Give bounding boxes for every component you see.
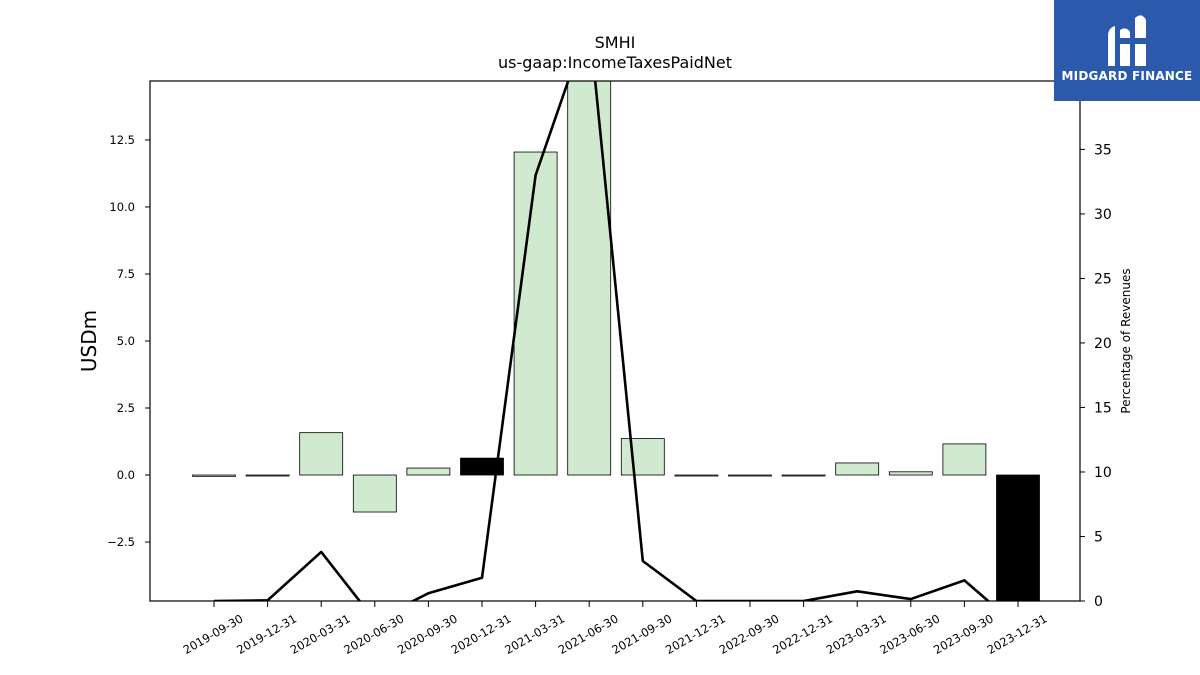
bar-2022-09-30 <box>728 474 772 477</box>
y-tick-label: 7.5 <box>117 267 135 281</box>
bar-2020-12-31 <box>460 457 504 476</box>
y2-tick-label: 35 <box>1094 142 1112 158</box>
x-axis: 2019-09-302019-12-312020-03-312020-06-30… <box>181 601 1050 657</box>
brand-logo: MIDGARD FINANCE <box>1054 0 1200 101</box>
x-tick-label: 2020-06-30 <box>341 611 406 657</box>
bar-2023-03-31 <box>835 462 880 476</box>
bar-2021-12-31 <box>674 474 719 477</box>
x-tick-label: 2021-09-30 <box>609 611 674 657</box>
y-tick-label: −2.5 <box>107 535 135 549</box>
y-tick-label: 10.0 <box>109 200 135 214</box>
bar-2020-09-30 <box>406 467 451 476</box>
y2-tick-label: 30 <box>1094 207 1112 223</box>
x-tick-label: 2022-12-31 <box>770 611 835 657</box>
line-group <box>213 81 991 601</box>
x-tick-label: 2020-09-30 <box>395 611 460 657</box>
y-tick-label: 2.5 <box>117 401 135 415</box>
x-tick-label: 2019-09-30 <box>181 611 246 657</box>
y2-tick-label: 5 <box>1094 529 1103 545</box>
bar-2023-06-30 <box>888 471 933 476</box>
y2-tick-label: 25 <box>1094 271 1112 287</box>
x-tick-label: 2021-06-30 <box>556 611 621 657</box>
bar-2020-03-31 <box>299 432 344 476</box>
y-tick-label: 12.5 <box>109 133 135 147</box>
x-tick-label: 2023-12-31 <box>985 611 1050 657</box>
brand-mark-icon <box>1108 15 1148 66</box>
revenue-percentage-line <box>213 81 991 601</box>
y-tick-label: 5.0 <box>117 334 135 348</box>
x-tick-label: 2021-03-31 <box>502 611 567 657</box>
bar-2021-06-30 <box>567 81 612 476</box>
bar-2023-12-31 <box>996 474 1040 601</box>
x-tick-label: 2020-12-31 <box>449 611 514 657</box>
x-tick-label: 2023-06-30 <box>877 611 942 657</box>
bar-2023-09-30 <box>942 443 987 476</box>
x-tick-label: 2021-12-31 <box>663 611 728 657</box>
x-tick-label: 2023-03-31 <box>824 611 889 657</box>
bar-2019-09-30 <box>192 474 236 477</box>
right-axis: 0 5 10 15 20 25 30 35 <box>1080 142 1112 610</box>
y2-tick-label: 0 <box>1094 594 1103 610</box>
bar-2022-12-31 <box>781 474 826 477</box>
y-tick-label: 0.0 <box>117 468 135 482</box>
y2-tick-label: 15 <box>1094 400 1112 416</box>
brand-name: MIDGARD FINANCE <box>1061 69 1193 83</box>
left-axis: −2.5 0.0 2.5 5.0 7.5 10.0 12.5 <box>107 133 150 549</box>
bar-2021-09-30 <box>620 438 665 476</box>
x-tick-label: 2022-09-30 <box>717 611 782 657</box>
x-tick-label: 2019-12-31 <box>234 611 299 657</box>
x-tick-label: 2020-03-31 <box>288 611 353 657</box>
y2-tick-label: 10 <box>1094 465 1112 481</box>
chart-subtitle: us-gaap:IncomeTaxesPaidNet <box>498 53 732 72</box>
chart-title: SMHI <box>595 33 636 52</box>
y-axis-label: USDm <box>77 310 101 372</box>
bar-2020-06-30 <box>352 474 397 513</box>
bar-2019-12-31 <box>245 474 290 477</box>
bar-2021-03-31 <box>513 151 558 476</box>
x-tick-label: 2023-09-30 <box>931 611 996 657</box>
plot-frame <box>149 80 1081 602</box>
bars-group <box>192 81 1040 601</box>
y2-tick-label: 20 <box>1094 336 1112 352</box>
y2-axis-label: Percentage of Revenues <box>1119 268 1133 413</box>
